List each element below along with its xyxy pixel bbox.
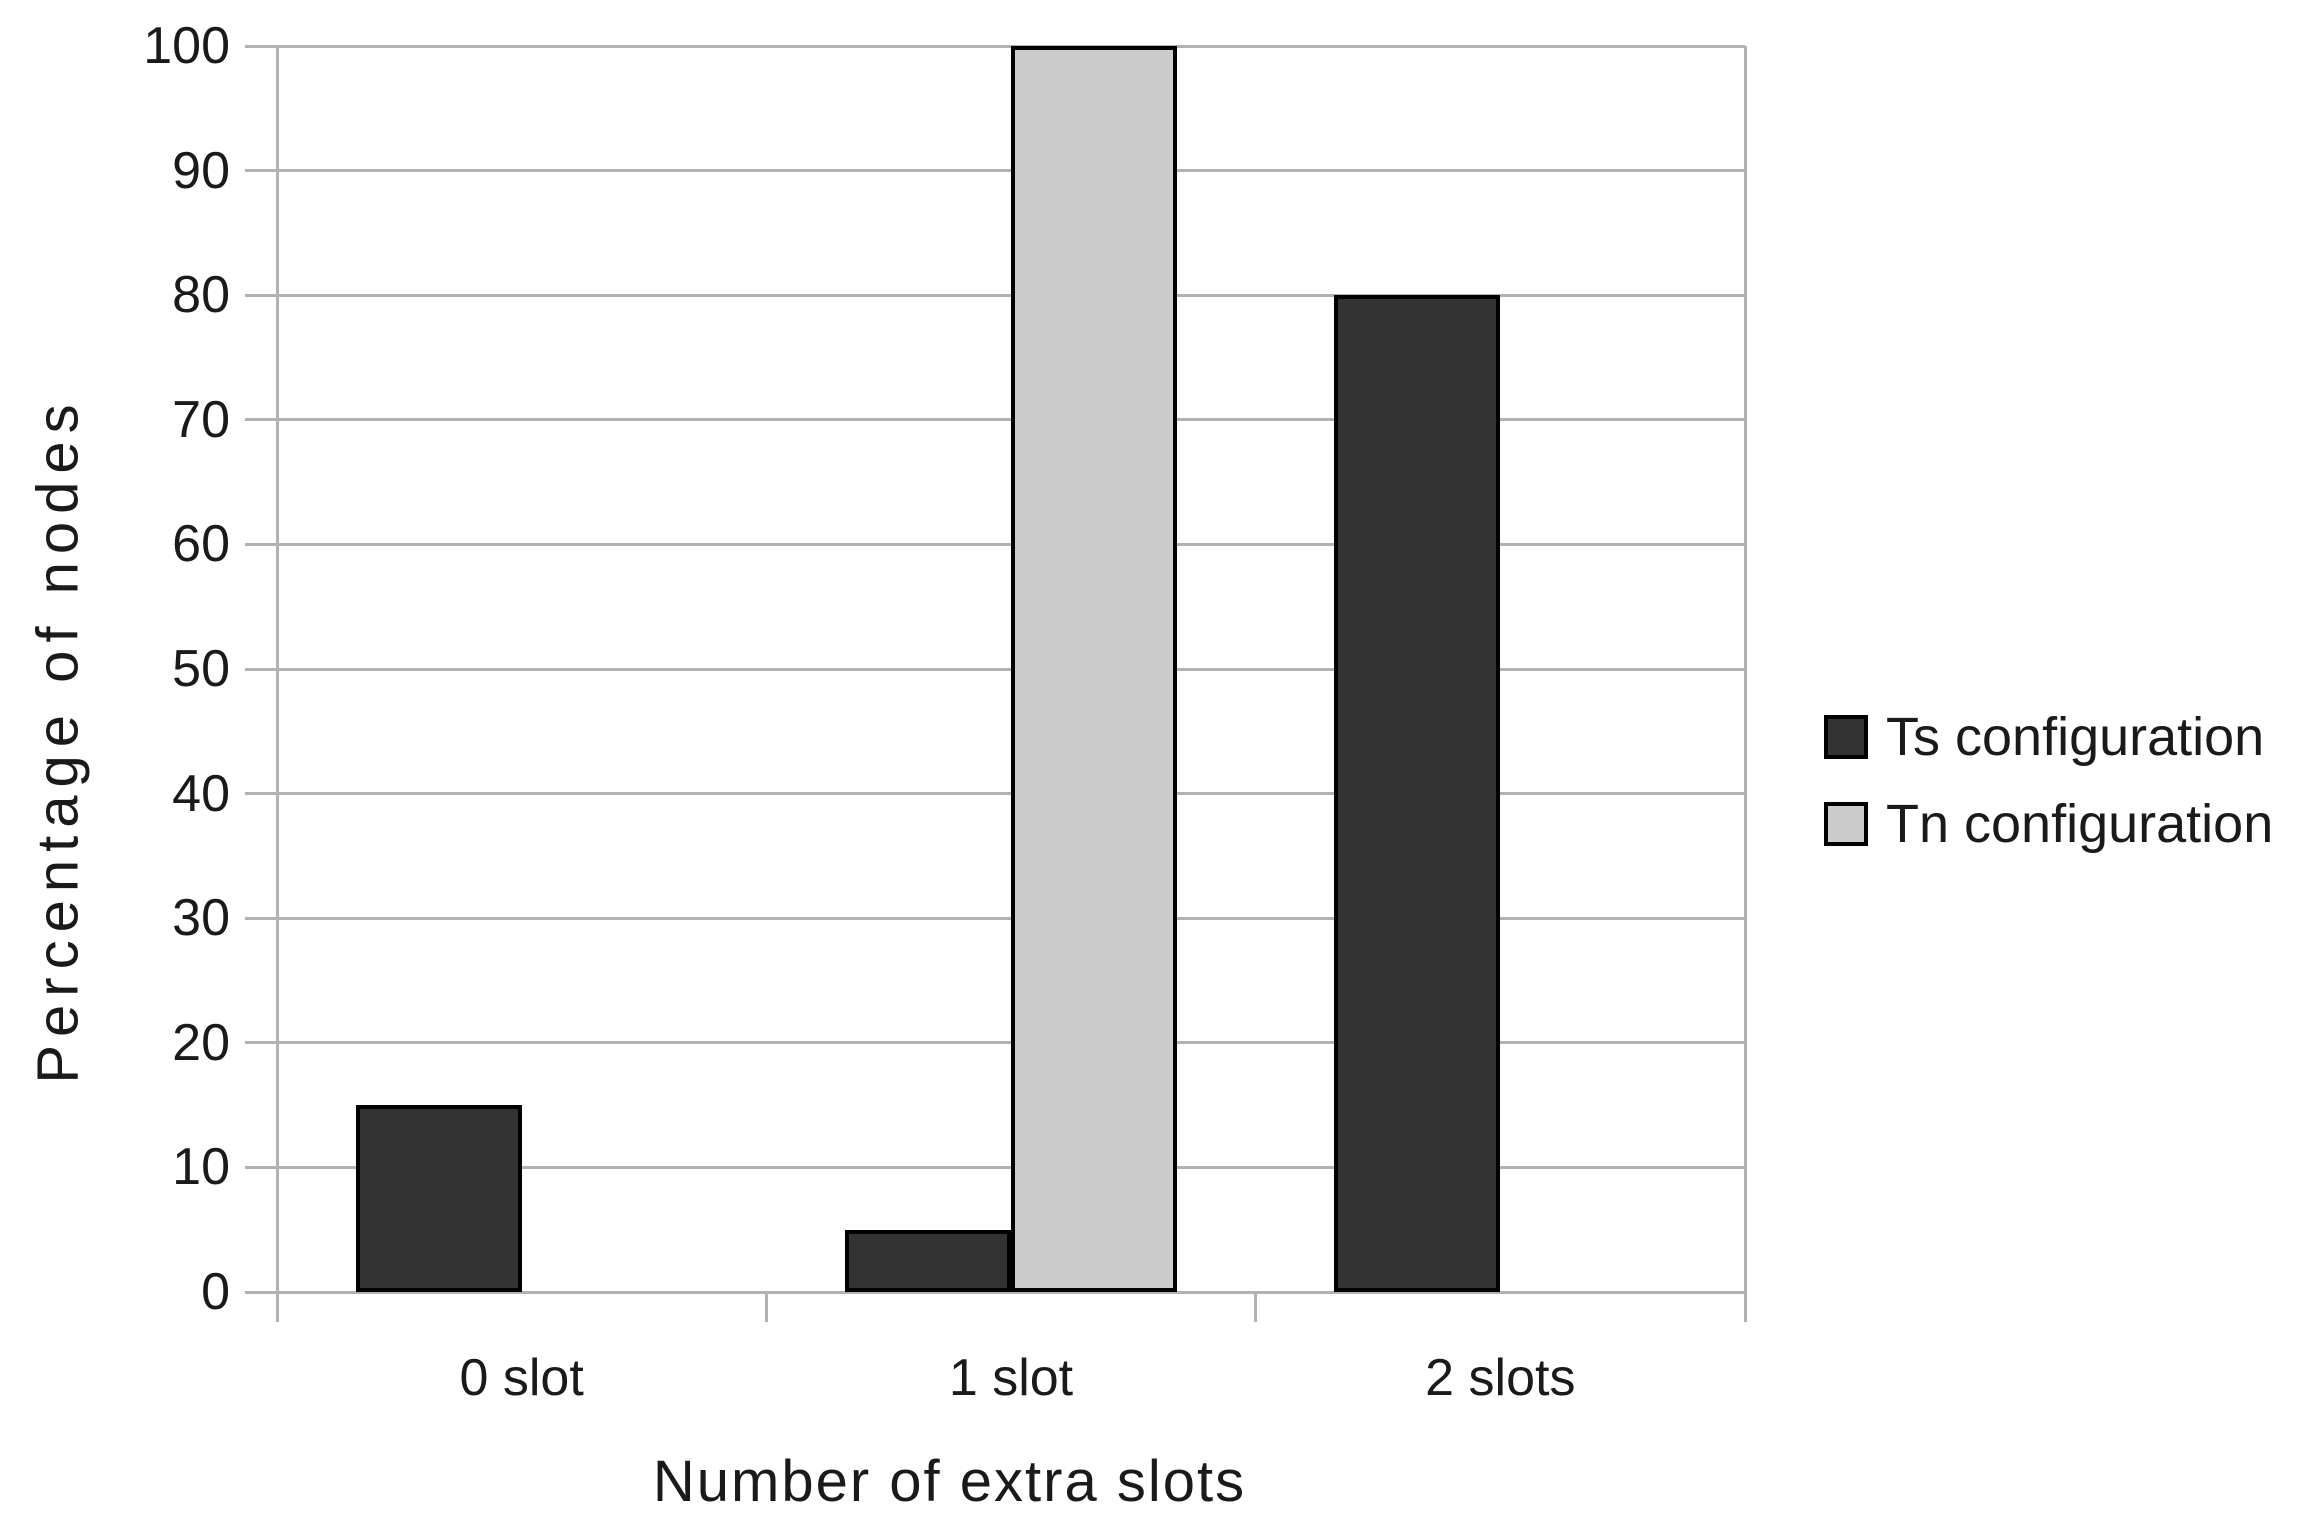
bar-tn-1-slot bbox=[1011, 46, 1177, 1292]
legend: Ts configuration Tn configuration bbox=[1824, 710, 2273, 884]
legend-item: Ts configuration bbox=[1824, 710, 2273, 764]
y-tick-mark bbox=[245, 293, 277, 297]
plot-area bbox=[277, 44, 1745, 1294]
y-tick-label: 30 bbox=[172, 889, 230, 948]
y-tick-mark bbox=[245, 792, 277, 796]
x-axis-title: Number of extra slots bbox=[652, 1449, 1247, 1514]
legend-item: Tn configuration bbox=[1824, 797, 2273, 851]
legend-swatch-tn bbox=[1824, 802, 1868, 846]
y-tick-mark bbox=[245, 916, 277, 920]
y-tick-label: 50 bbox=[172, 640, 230, 698]
x-tick-mark bbox=[764, 1292, 768, 1322]
y-tick-mark bbox=[245, 542, 277, 546]
y-tick-label: 40 bbox=[172, 764, 230, 823]
y-tick-label: 100 bbox=[143, 17, 230, 75]
bar-ts-1-slot bbox=[845, 1229, 1011, 1292]
x-tick-label: 2 slots bbox=[1425, 1349, 1576, 1407]
y-tick-mark bbox=[245, 44, 277, 48]
y-axis-title: Percentage of nodes bbox=[25, 396, 91, 1084]
y-tick-label: 70 bbox=[172, 390, 230, 449]
legend-swatch-ts bbox=[1824, 715, 1868, 759]
y-tick-label: 80 bbox=[172, 266, 230, 325]
x-tick-mark bbox=[1254, 1292, 1258, 1322]
y-tick-label: 10 bbox=[172, 1138, 230, 1197]
x-tick-label: 1 slot bbox=[948, 1349, 1074, 1407]
bar-ts-2-slots bbox=[1334, 295, 1501, 1292]
y-tick-mark bbox=[245, 667, 277, 671]
y-tick-label: 20 bbox=[172, 1013, 230, 1072]
y-tick-mark bbox=[245, 1290, 277, 1294]
y-tick-label: 60 bbox=[172, 515, 230, 574]
y-tick-label: 0 bbox=[201, 1263, 230, 1321]
bar-ts-0-slot bbox=[355, 1105, 522, 1292]
legend-label: Ts configuration bbox=[1886, 707, 2265, 767]
plot-right-border bbox=[1743, 46, 1747, 1322]
y-axis-line bbox=[275, 46, 279, 1322]
y-tick-label: 90 bbox=[172, 141, 230, 200]
y-tick-mark bbox=[245, 1041, 277, 1045]
y-tick-mark bbox=[245, 1165, 277, 1169]
y-tick-mark bbox=[245, 169, 277, 173]
legend-label: Tn configuration bbox=[1886, 794, 2274, 854]
x-tick-label: 0 slot bbox=[459, 1349, 584, 1407]
h-gridline bbox=[277, 1290, 1745, 1294]
y-tick-mark bbox=[245, 418, 277, 422]
